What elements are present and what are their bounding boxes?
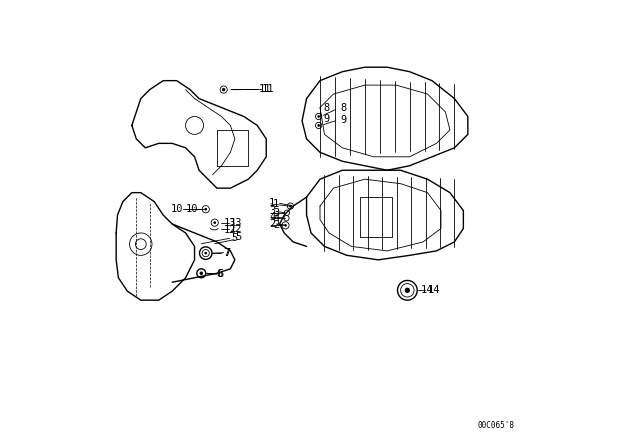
Text: 9: 9 xyxy=(340,115,346,125)
Circle shape xyxy=(317,124,320,127)
Text: 8: 8 xyxy=(340,103,346,113)
Text: 10: 10 xyxy=(186,204,198,214)
Text: 5: 5 xyxy=(235,233,241,242)
Text: 1: 1 xyxy=(273,199,279,209)
Text: 13: 13 xyxy=(230,218,242,228)
Circle shape xyxy=(204,208,207,211)
Circle shape xyxy=(317,115,320,118)
Circle shape xyxy=(213,221,216,224)
Text: 00C065'8: 00C065'8 xyxy=(478,421,515,430)
Text: 6: 6 xyxy=(218,269,224,279)
Text: 11: 11 xyxy=(262,84,275,94)
Text: 4: 4 xyxy=(269,212,275,222)
Text: 13: 13 xyxy=(224,218,236,228)
Circle shape xyxy=(289,205,292,207)
Text: 11: 11 xyxy=(259,84,271,94)
Circle shape xyxy=(204,252,207,254)
Text: 1: 1 xyxy=(269,198,275,208)
Text: 10: 10 xyxy=(171,204,184,214)
Text: 3: 3 xyxy=(269,207,275,216)
Text: 2: 2 xyxy=(269,219,275,229)
Text: 2: 2 xyxy=(273,220,279,230)
Text: 12: 12 xyxy=(224,225,236,235)
Text: 5: 5 xyxy=(232,233,238,243)
Circle shape xyxy=(284,224,287,227)
Text: 6: 6 xyxy=(216,269,222,279)
Text: 7: 7 xyxy=(224,248,230,258)
Text: 9: 9 xyxy=(324,114,330,124)
Text: 4: 4 xyxy=(273,213,279,223)
Circle shape xyxy=(404,288,410,293)
Text: 12: 12 xyxy=(230,224,242,234)
Circle shape xyxy=(222,88,225,91)
Text: 7: 7 xyxy=(225,248,231,258)
Text: 3: 3 xyxy=(273,208,279,218)
Text: 14: 14 xyxy=(428,285,440,295)
Circle shape xyxy=(200,271,203,275)
Text: 8: 8 xyxy=(324,103,330,113)
Text: 14: 14 xyxy=(421,285,433,295)
